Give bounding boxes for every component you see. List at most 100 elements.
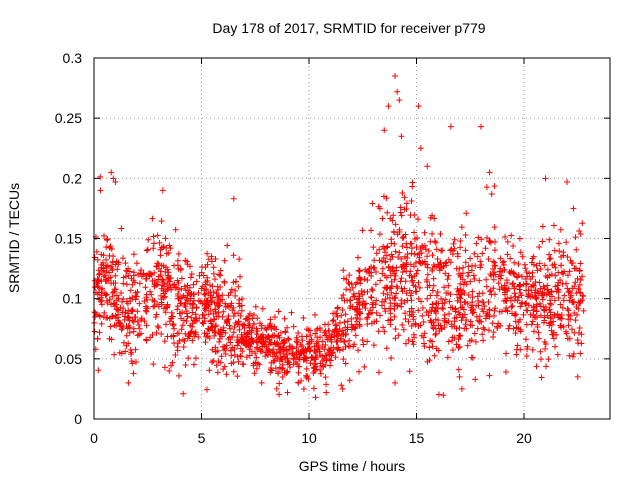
data-point <box>234 342 241 349</box>
data-point <box>153 329 160 336</box>
data-point <box>410 341 417 348</box>
data-point <box>373 310 380 317</box>
data-point <box>119 298 126 305</box>
data-point <box>474 253 481 260</box>
data-point <box>256 361 263 368</box>
data-point <box>490 312 497 319</box>
data-point <box>134 332 141 339</box>
data-point <box>555 288 562 295</box>
data-point <box>304 373 311 380</box>
data-point <box>387 285 394 292</box>
data-point <box>448 246 455 253</box>
data-point <box>202 304 209 311</box>
data-point <box>385 317 392 324</box>
data-point <box>450 240 457 247</box>
data-point <box>434 255 441 262</box>
data-point <box>300 315 307 322</box>
data-point <box>141 318 148 325</box>
data-point <box>281 315 288 322</box>
data-point <box>424 163 431 170</box>
data-point <box>550 335 557 342</box>
data-point <box>179 322 186 329</box>
data-point <box>472 376 479 383</box>
data-point <box>408 297 415 304</box>
data-point <box>398 212 405 219</box>
data-point <box>126 329 133 336</box>
data-point <box>541 262 548 269</box>
data-point <box>557 277 564 284</box>
data-point <box>163 250 170 257</box>
data-point <box>172 226 179 233</box>
data-point <box>433 246 440 253</box>
data-point <box>442 270 449 277</box>
data-point <box>544 286 551 293</box>
data-point <box>544 282 551 289</box>
data-point <box>161 364 168 371</box>
data-point <box>175 265 182 272</box>
data-point <box>259 331 266 338</box>
data-point <box>472 338 479 345</box>
data-point <box>357 280 364 287</box>
data-point <box>417 145 424 152</box>
data-point <box>317 366 324 373</box>
y-tick-label: 0.3 <box>63 50 83 66</box>
data-point <box>302 346 309 353</box>
data-point <box>552 343 559 350</box>
data-point <box>569 353 576 360</box>
data-point <box>529 318 536 325</box>
data-point <box>419 242 426 249</box>
data-point <box>209 294 216 301</box>
data-point <box>249 324 256 331</box>
data-point <box>427 292 434 299</box>
data-point <box>533 307 540 314</box>
data-point <box>429 252 436 259</box>
data-point <box>411 229 418 236</box>
data-point <box>543 290 550 297</box>
data-point <box>574 373 581 380</box>
data-point <box>230 313 237 320</box>
data-point <box>234 373 241 380</box>
data-point <box>246 346 253 353</box>
data-point <box>567 294 574 301</box>
data-point <box>443 262 450 269</box>
data-point <box>342 360 349 367</box>
data-point <box>107 323 114 330</box>
data-point <box>417 259 424 266</box>
data-point <box>346 272 353 279</box>
data-point <box>120 323 127 330</box>
data-point <box>432 239 439 246</box>
data-point <box>421 343 428 350</box>
data-point <box>282 328 289 335</box>
data-point <box>153 311 160 318</box>
data-point <box>397 204 404 211</box>
data-point <box>564 335 571 342</box>
data-point <box>235 358 242 365</box>
data-point <box>524 273 531 280</box>
data-point <box>392 335 399 342</box>
data-point <box>138 273 145 280</box>
data-point <box>369 200 376 207</box>
data-point <box>491 183 498 190</box>
y-tick-label: 0 <box>74 411 82 427</box>
data-point <box>276 334 283 341</box>
data-point <box>245 312 252 319</box>
data-point <box>225 292 232 299</box>
data-point <box>133 293 140 300</box>
data-point <box>413 270 420 277</box>
data-point <box>539 238 546 245</box>
data-point <box>408 250 415 257</box>
data-point <box>392 221 399 228</box>
data-point <box>385 103 392 110</box>
data-point <box>189 337 196 344</box>
data-point <box>204 250 211 257</box>
data-point <box>262 325 269 332</box>
data-point <box>188 328 195 335</box>
data-point <box>471 330 478 337</box>
x-tick-label: 10 <box>301 430 317 446</box>
data-point <box>459 314 466 321</box>
data-point <box>253 344 260 351</box>
data-point <box>379 298 386 305</box>
data-point <box>114 306 121 313</box>
data-point <box>437 322 444 329</box>
data-point <box>106 252 113 259</box>
